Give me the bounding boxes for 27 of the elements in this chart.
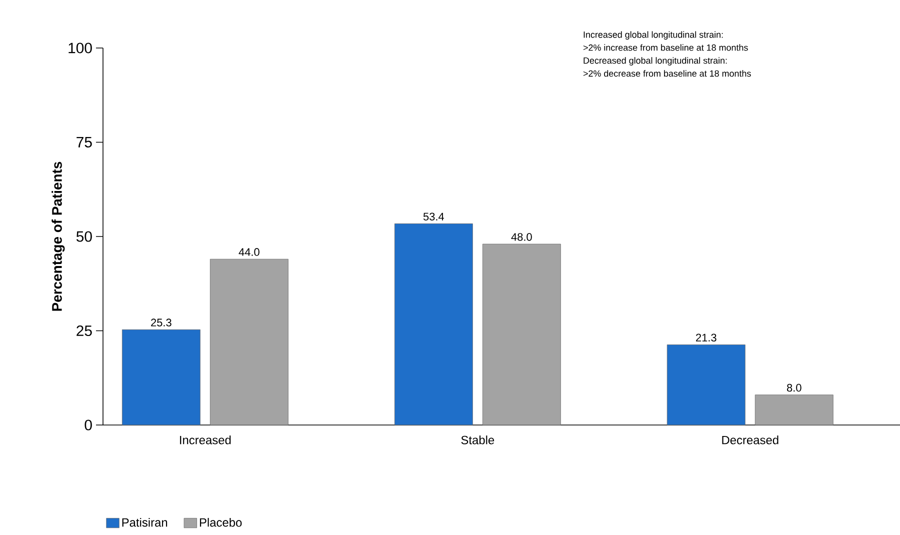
x-tick-label: Decreased <box>722 436 778 444</box>
annotation: >2% increase from baseline at 18 months <box>583 44 748 51</box>
data-label: 8.0 <box>786 384 802 392</box>
annotation: Decreased global longitudinal strain: <box>584 57 727 66</box>
bar <box>482 244 561 426</box>
data-label: 25.3 <box>151 318 172 326</box>
bar <box>754 394 834 426</box>
y-tick-label: 0 <box>84 420 92 430</box>
y-tick-label: 75 <box>76 137 92 148</box>
bar <box>122 329 200 426</box>
data-label: 21.3 <box>696 334 716 342</box>
y-tick-label: 100 <box>68 42 92 54</box>
x-tick-label: Increased <box>180 436 231 444</box>
bar <box>394 223 473 426</box>
text: Increased global longitudinal strain: <box>584 31 723 40</box>
annotation: >2% decrease from baseline at 18 months <box>583 70 751 77</box>
y-tick-label: 50 <box>76 231 92 242</box>
legend-label: Placebo <box>200 518 242 527</box>
legend-label: Patisiran <box>122 518 168 527</box>
bar <box>210 258 288 426</box>
y-tick-label: 25 <box>76 325 92 336</box>
y-axis-title: Percentage of Patients <box>52 162 65 311</box>
x-tick-label: Stable <box>461 436 494 444</box>
data-label: 48.0 <box>511 233 532 241</box>
bar <box>666 344 746 426</box>
data-label: 44.0 <box>238 248 260 256</box>
data-label: 53.4 <box>423 212 444 220</box>
